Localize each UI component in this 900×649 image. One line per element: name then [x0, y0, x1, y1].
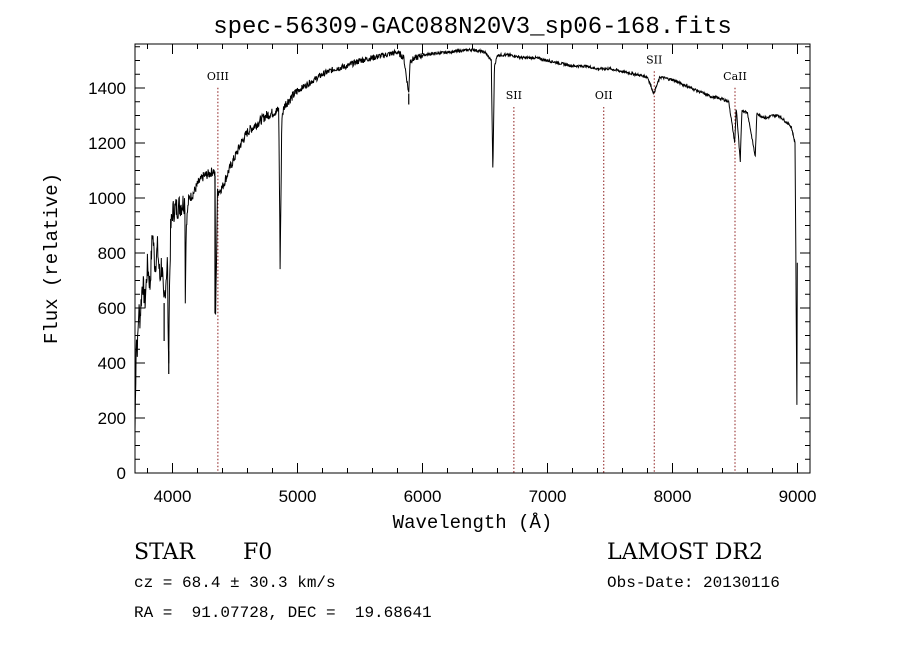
- x-tick-label: 5000: [279, 487, 317, 506]
- spectrum-series: [134, 47, 798, 433]
- subclass: F0: [243, 540, 273, 565]
- spectral-line-label: OII: [595, 89, 613, 102]
- y-tick-label: 1200: [88, 134, 126, 153]
- x-tick-label: 7000: [529, 487, 567, 506]
- y-tick-label: 1400: [88, 79, 126, 98]
- x-tick-label: 8000: [654, 487, 692, 506]
- y-axis: 0 200 400 600 800 1000 1200 1400 Flux (relative): [41, 46, 810, 483]
- x-tick-label: 9000: [779, 487, 817, 506]
- y-tick-label: 800: [98, 244, 126, 263]
- spectral-line-markers: OIII SII OII SII CaII: [207, 53, 747, 473]
- x-tick-label: 6000: [404, 487, 442, 506]
- y-tick-label: 400: [98, 354, 126, 373]
- spectrum-chart: spec-56309-GAC088N20V3_sp06-168.fits 400…: [41, 14, 817, 534]
- spectral-line-label: SII: [506, 89, 522, 102]
- y-tick-label: 600: [98, 299, 126, 318]
- obs-date: Obs-Date: 20130116: [607, 574, 780, 592]
- y-axis-label: Flux (relative): [41, 173, 63, 344]
- x-axis-label: Wavelength (Å): [393, 512, 553, 534]
- spectral-line-label: CaII: [723, 70, 747, 83]
- spectral-line-label: SII: [646, 53, 662, 66]
- chart-title: spec-56309-GAC088N20V3_sp06-168.fits: [213, 14, 731, 41]
- object-type: STAR: [134, 540, 195, 565]
- x-axis: 4000 5000 6000 7000 8000 9000 Wavelength (Å): [147, 44, 817, 534]
- coordinates: RA = 91.07728, DEC = 19.68641: [134, 604, 432, 622]
- y-tick-label: 0: [117, 464, 126, 483]
- plot-frame: [134, 43, 811, 474]
- x-tick-label: 4000: [154, 487, 192, 506]
- spectrum-line: [134, 47, 798, 433]
- redshift-cz: cz = 68.4 ± 30.3 km/s: [134, 574, 336, 592]
- spectral-line-label: OIII: [207, 70, 229, 83]
- plot-border: [134, 43, 811, 474]
- y-tick-label: 1000: [88, 189, 126, 208]
- y-tick-label: 200: [98, 409, 126, 428]
- survey-label: LAMOST DR2: [607, 540, 763, 565]
